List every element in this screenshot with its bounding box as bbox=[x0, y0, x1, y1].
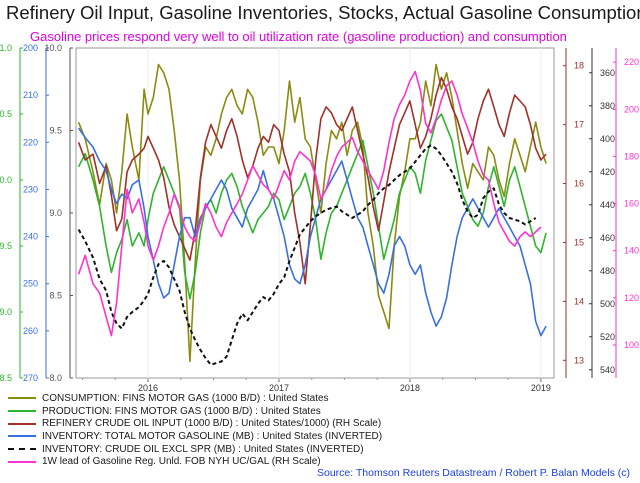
far_left-tick-label: 10.0 bbox=[0, 175, 12, 185]
right2-tick-label: 540 bbox=[600, 365, 615, 375]
left2-tick-label: 210 bbox=[23, 90, 38, 100]
right2-tick-label: 400 bbox=[600, 134, 615, 144]
x-axis: 2016 2017 2018 2019 bbox=[82, 378, 551, 393]
left3-tick-label: 9.5 bbox=[49, 126, 62, 136]
legend-label: CONSUMPTION: FINS MOTOR GAS (1000 B/D) :… bbox=[42, 392, 329, 404]
series-layer bbox=[77, 63, 547, 366]
left2-tick-label: 220 bbox=[23, 137, 38, 147]
legend-swatch bbox=[8, 435, 36, 438]
right3-tick-label: 160 bbox=[624, 199, 639, 209]
right3-tick-label: 180 bbox=[624, 151, 639, 161]
legend-swatch bbox=[8, 397, 36, 400]
right1-tick-label: 14 bbox=[574, 296, 584, 306]
legend-label: INVENTORY: TOTAL MOTOR GASOLINE (MB) : U… bbox=[42, 430, 383, 442]
source-note: Source: Thomson Reuters Datastream / Rob… bbox=[316, 467, 630, 479]
left2-tick-label: 260 bbox=[23, 326, 38, 336]
right3-tick-label: 200 bbox=[624, 104, 639, 114]
legend-entry: PRODUCTION: FINS MOTOR GAS (1000 B/D) : … bbox=[8, 405, 568, 418]
x-tick-label: 2019 bbox=[531, 383, 551, 393]
legend-swatch bbox=[8, 422, 36, 425]
legend-entry: REFINERY CRUDE OIL INPUT (1000 B/D) : Un… bbox=[8, 417, 568, 430]
plot-frame bbox=[75, 47, 555, 379]
left2-tick-label: 250 bbox=[23, 279, 38, 289]
gridlines bbox=[147, 48, 542, 378]
legend: CONSUMPTION: FINS MOTOR GAS (1000 B/D) :… bbox=[8, 392, 568, 468]
series-line-0 bbox=[77, 63, 547, 363]
right2-tick-label: 440 bbox=[600, 200, 615, 210]
right1-tick-label: 18 bbox=[574, 61, 584, 71]
right1-tick-label: 16 bbox=[574, 179, 584, 189]
right2-tick-label: 460 bbox=[600, 233, 615, 243]
left2-tick-label: 270 bbox=[23, 373, 38, 383]
far_left-tick-label: 9.5 bbox=[0, 241, 12, 251]
legend-entry: CONSUMPTION: FINS MOTOR GAS (1000 B/D) :… bbox=[8, 392, 568, 405]
right1-tick-label: 13 bbox=[574, 355, 584, 365]
legend-entry: INVENTORY: TOTAL MOTOR GASOLINE (MB) : U… bbox=[8, 430, 568, 443]
left2-tick-label: 200 bbox=[23, 43, 38, 53]
legend-swatch bbox=[8, 410, 36, 413]
x-tick-label: 2017 bbox=[269, 383, 289, 393]
right3-tick-label: 100 bbox=[624, 340, 639, 350]
right2-tick-label: 520 bbox=[600, 332, 615, 342]
axes-group: 8.5 9.0 9.5 10.0 10.5 11.0 270 260 250 240 230 220 2… bbox=[0, 43, 639, 383]
right3-tick-label: 140 bbox=[624, 246, 639, 256]
right2-tick-label: 420 bbox=[600, 167, 615, 177]
legend-label: INVENTORY: CRUDE OIL EXCL SPR (MB) : Uni… bbox=[42, 443, 364, 455]
left2-tick-label: 240 bbox=[23, 232, 38, 242]
right2-tick-label: 480 bbox=[600, 266, 615, 276]
left3-tick-label: 8.5 bbox=[49, 291, 62, 301]
legend-entry: INVENTORY: CRUDE OIL EXCL SPR (MB) : Uni… bbox=[8, 443, 568, 456]
far_left-tick-label: 10.5 bbox=[0, 109, 12, 119]
chart-subtitle: Gasoline prices respond very well to oil… bbox=[30, 29, 567, 44]
right2-tick-label: 500 bbox=[600, 299, 615, 309]
legend-label: PRODUCTION: FINS MOTOR GAS (1000 B/D) : … bbox=[42, 405, 321, 417]
series-line-3 bbox=[77, 127, 547, 337]
series-line-2 bbox=[77, 76, 547, 285]
right2-tick-label: 360 bbox=[600, 68, 615, 78]
legend-label: REFINERY CRUDE OIL INPUT (1000 B/D) : Un… bbox=[42, 418, 382, 430]
right2-tick-label: 380 bbox=[600, 101, 615, 111]
legend-label: 1W lead of Gasoline Reg. Unld. FOB NYH U… bbox=[42, 456, 321, 468]
right3-tick-label: 220 bbox=[624, 57, 639, 67]
right3-tick-label: 120 bbox=[624, 293, 639, 303]
far_left-tick-label: 11.0 bbox=[0, 43, 12, 53]
left3-tick-label: 10.0 bbox=[44, 43, 62, 53]
far_left-tick-label: 8.5 bbox=[0, 373, 12, 383]
legend-entry: 1W lead of Gasoline Reg. Unld. FOB NYH U… bbox=[8, 455, 568, 468]
far_left-tick-label: 9.0 bbox=[0, 307, 12, 317]
x-tick-label: 2016 bbox=[138, 383, 158, 393]
left3-tick-label: 8.0 bbox=[49, 373, 62, 383]
x-tick-label: 2018 bbox=[400, 383, 420, 393]
series-line-5 bbox=[77, 70, 542, 337]
right1-tick-label: 17 bbox=[574, 120, 584, 130]
chart-title: Refinery Oil Input, Gasoline Inventories… bbox=[6, 2, 640, 23]
left2-tick-label: 230 bbox=[23, 184, 38, 194]
right1-tick-label: 15 bbox=[574, 237, 584, 247]
legend-swatch bbox=[8, 448, 36, 451]
left3-tick-label: 9.0 bbox=[49, 208, 62, 218]
legend-swatch bbox=[8, 460, 36, 463]
